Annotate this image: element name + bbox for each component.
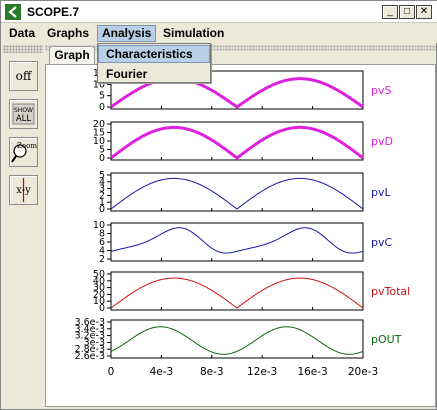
- svg-text:SHOW: SHOW: [14, 107, 33, 114]
- plot-frame: [110, 222, 364, 262]
- x-tick-label: 0: [108, 366, 115, 378]
- series-pvL: [110, 177, 364, 210]
- y-tick-label: 3.2e-3: [75, 331, 105, 342]
- y-tick-label: 5: [99, 170, 105, 181]
- y-tick-label: 0: [99, 303, 105, 314]
- menu-simulation[interactable]: Simulation: [163, 26, 225, 40]
- menu-item-characteristics[interactable]: Characteristics: [98, 45, 210, 63]
- x-tick-label: 16e-3: [297, 366, 327, 378]
- series-label-pvC: pvC: [371, 236, 392, 249]
- y-tick-label: 2.8e-3: [75, 344, 105, 355]
- y-tick-label: 10: [93, 136, 105, 147]
- menu-data[interactable]: Data: [9, 26, 36, 40]
- title-bar: SCOPE.7 _ □ ✕: [1, 1, 437, 23]
- y-tick-label: 0: [99, 204, 105, 215]
- series-pOUT: [110, 326, 364, 355]
- y-tick-label: 50: [93, 269, 105, 280]
- y-tick-label: 8: [99, 229, 105, 240]
- zoom-button[interactable]: Zoom: [9, 137, 38, 167]
- x-y-button[interactable]: x-y: [9, 175, 38, 205]
- plot-frame: [110, 319, 364, 359]
- graph-panel: 151050pvS20151050pvD543210pvL108642pvC50…: [45, 64, 436, 407]
- svg-text:x-y: x-y: [16, 185, 31, 196]
- series-pvD: [110, 125, 364, 160]
- tab-graph[interactable]: Graph: [49, 46, 95, 65]
- y-tick-label: 0: [99, 153, 105, 164]
- minimize-button[interactable]: _: [382, 5, 398, 19]
- y-tick-label: 0: [99, 102, 105, 113]
- y-tick-label: 40: [93, 276, 105, 287]
- y-tick-label: 5: [99, 145, 105, 156]
- analysis-dropdown: Characteristics Fourier: [97, 43, 211, 83]
- series-label-pvD: pvD: [371, 135, 393, 148]
- toolbar-grip[interactable]: [3, 45, 43, 53]
- menu-item-fourier[interactable]: Fourier: [106, 67, 148, 81]
- show-all-button[interactable]: SHOW ALL: [9, 99, 38, 129]
- app-icon: [5, 4, 21, 20]
- series-label-pvS: pvS: [371, 84, 391, 97]
- y-tick-label: 20: [93, 119, 105, 130]
- scope-plots: 151050pvS20151050pvD543210pvL108642pvC50…: [75, 68, 411, 378]
- x-tick-label: 4e-3: [150, 366, 174, 378]
- y-tick-label: 30: [93, 283, 105, 294]
- y-tick-label: 3.4e-3: [75, 324, 105, 335]
- tab-strip-grip: [45, 45, 436, 51]
- y-tick-label: 2.6e-3: [75, 351, 105, 362]
- off-button[interactable]: off: [9, 61, 38, 91]
- series-label-pOUT: pOUT: [371, 333, 402, 346]
- series-pvTotal: [110, 277, 364, 309]
- zoom-icon: Zoom: [11, 142, 37, 163]
- y-tick-label: 6: [99, 237, 105, 248]
- y-tick-label: 10: [93, 220, 105, 231]
- series-label-pvTotal: pvTotal: [371, 285, 410, 298]
- y-tick-label: 4: [99, 246, 105, 257]
- x-tick-label: 8e-3: [200, 366, 224, 378]
- y-tick-label: 20: [93, 289, 105, 300]
- y-tick-label: 2: [99, 190, 105, 201]
- y-tick-label: 1: [99, 197, 105, 208]
- plot-pOUT: 3.6e-33.4e-33.2e-33e-32.8e-32.6e-3 pOUT: [75, 317, 402, 362]
- plot-frame: [110, 121, 364, 161]
- y-tick-label: 3.6e-3: [75, 317, 105, 328]
- off-label: off: [15, 69, 32, 83]
- y-tick-label: 3: [99, 184, 105, 195]
- close-button[interactable]: ✕: [416, 5, 432, 19]
- plot-frame: [110, 172, 364, 212]
- y-tick-label: 10: [93, 79, 105, 90]
- show-all-icon: SHOW ALL: [12, 103, 35, 125]
- maximize-button[interactable]: □: [399, 5, 415, 19]
- x-y-icon: x-y: [16, 178, 31, 202]
- menu-graphs[interactable]: Graphs: [47, 26, 90, 40]
- series-pvC: [110, 227, 364, 254]
- x-tick-label: 20e-3: [348, 366, 378, 378]
- y-tick-label: 10: [93, 296, 105, 307]
- menu-analysis[interactable]: Analysis: [97, 25, 157, 42]
- series-label-pvL: pvL: [371, 186, 391, 199]
- side-toolbar: off SHOW ALL Zoom x-y: [3, 45, 43, 407]
- plot-frame: [110, 271, 364, 311]
- svg-text:ALL: ALL: [16, 114, 32, 124]
- menu-bar: Data Graphs Analysis Simulation: [1, 23, 437, 43]
- y-tick-label: 4: [99, 177, 105, 188]
- y-tick-label: 5: [99, 91, 105, 102]
- y-tick-label: 15: [93, 128, 105, 139]
- plot-frame: [110, 70, 364, 110]
- y-tick-label: 3e-3: [84, 337, 105, 348]
- y-tick-label: 2: [99, 254, 105, 265]
- x-tick-label: 12e-3: [247, 366, 277, 378]
- svg-text:Zoom: Zoom: [17, 142, 37, 150]
- window-title: SCOPE.7: [27, 5, 80, 19]
